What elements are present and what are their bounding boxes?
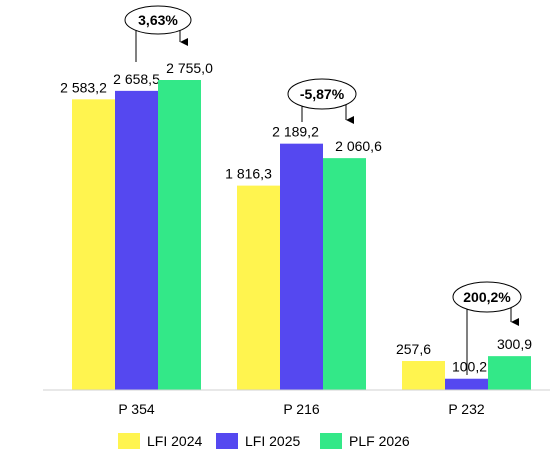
change-annotations: 3,63% -5,87% 200,2%	[124, 5, 522, 375]
change-bubble-2	[452, 281, 522, 313]
bar-2-1	[445, 378, 488, 390]
bars-group: 2 583,2 2 658,5 2 755,0 1 816,3 2 189,2 2 060…	[60, 60, 532, 391]
bar-label-2-2: 300,9	[497, 336, 532, 352]
bar-1-0	[237, 185, 280, 390]
change-bubble-1	[287, 78, 357, 110]
category-labels: P 354 P 216 P 232	[118, 401, 485, 417]
bar-label-2-0: 257,6	[396, 341, 431, 357]
change-label-0: 3,63%	[138, 12, 178, 28]
legend-label-0: LFI 2024	[147, 433, 202, 449]
change-bubble-0	[124, 5, 192, 35]
bar-0-1	[115, 90, 158, 391]
bar-2-2	[488, 356, 531, 390]
category-label-0: P 354	[118, 401, 155, 417]
bar-label-0-0: 2 583,2	[60, 79, 107, 95]
change-label-1: -5,87%	[300, 86, 345, 102]
bar-1-2	[323, 158, 366, 390]
bar-label-1-0: 1 816,3	[225, 166, 272, 182]
bar-label-2-1: 100,2	[452, 359, 487, 375]
legend: LFI 2024 LFI 2025 PLF 2026	[118, 433, 410, 449]
bar-label-1-2: 2 060,6	[335, 138, 382, 154]
change-label-2: 200,2%	[463, 289, 511, 305]
legend-swatch-0	[118, 433, 140, 449]
category-label-2: P 232	[448, 401, 485, 417]
legend-label-1: LFI 2025	[245, 433, 300, 449]
bar-label-1-1: 2 189,2	[272, 124, 319, 140]
bar-0-0	[72, 99, 115, 391]
legend-label-2: PLF 2026	[349, 433, 410, 449]
legend-swatch-1	[216, 433, 238, 449]
bar-label-0-2: 2 755,0	[166, 60, 213, 76]
bar-1-1	[280, 143, 323, 390]
category-label-1: P 216	[283, 401, 320, 417]
legend-swatch-2	[320, 433, 342, 449]
bar-0-2	[158, 80, 201, 390]
bar-2-0	[402, 361, 445, 390]
bar-label-0-1: 2 658,5	[113, 71, 160, 87]
